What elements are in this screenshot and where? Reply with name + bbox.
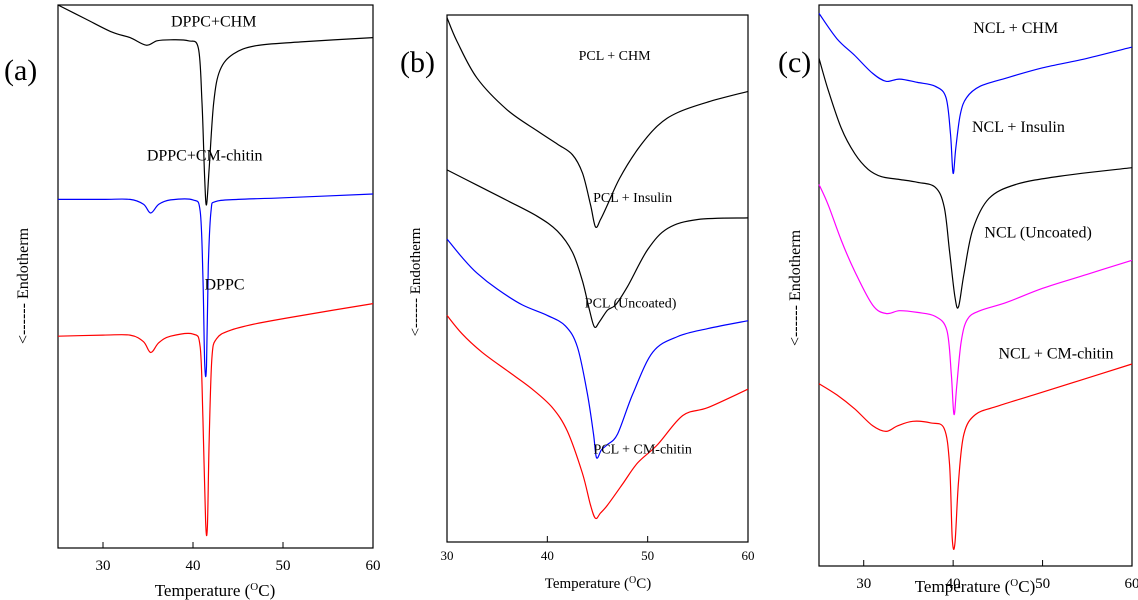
series-labels-b: PCL + CHM PCL + Insulin PCL (Uncoated) PCL … (579, 49, 692, 458)
y-axis-label-a: <------ Endotherm (15, 227, 32, 344)
trace-ncl-chm (818, 13, 1133, 174)
plot-frame-a (57, 4, 374, 549)
series-labels-c: NCL + CHM NCL + Insulin NCL (Uncoated) NCL … (972, 20, 1114, 362)
x-ticks-a: 30 40 50 60 (96, 542, 381, 574)
series-label-ncl-chm: NCL + CHM (973, 20, 1058, 37)
trace-ncl-insulin (818, 58, 1133, 309)
series-label-ncl-uncoated: NCL (Uncoated) (984, 224, 1091, 241)
series-label-dppc: DPPC (204, 277, 244, 294)
trace-ncl-cm-chitin (818, 363, 1133, 550)
x-tick-label: 60 (366, 558, 381, 574)
series-label-dppc-chm: DPPC+CHM (171, 14, 257, 31)
x-tick-label: 50 (1035, 576, 1050, 592)
series-label-pcl-chm: PCL + CHM (579, 49, 652, 64)
x-tick-label: 30 (856, 576, 871, 592)
panel-label-b: (b) (400, 46, 435, 79)
x-axis-label-b: Temperature (OC) (545, 575, 652, 593)
x-tick-label: 30 (96, 558, 111, 574)
traces-b (446, 17, 749, 520)
x-tick-label: 40 (946, 576, 961, 592)
x-tick-label: 60 (1125, 576, 1138, 592)
plot-frame-c (818, 4, 1133, 567)
series-label-pcl-uncoated: PCL (Uncoated) (585, 296, 677, 311)
trace-pcl-insulin (446, 169, 749, 329)
series-label-pcl-insulin: PCL + Insulin (593, 191, 672, 206)
panel-label-c: (c) (778, 46, 811, 79)
trace-pcl-uncoated (446, 238, 749, 459)
panel-c: 30 40 50 60 NCL + CHM NCL + Insulin NCL (Unco… (778, 4, 1138, 596)
x-tick-label: 50 (276, 558, 291, 574)
series-label-ncl-insulin: NCL + Insulin (972, 119, 1065, 136)
series-label-ncl-cm-chitin: NCL + CM-chitin (998, 345, 1113, 362)
series-label-dppc-cm-chitin: DPPC+CM-chitin (147, 147, 263, 164)
trace-dppc (57, 303, 374, 537)
x-tick-label: 60 (742, 548, 755, 563)
x-tick-label: 40 (541, 548, 554, 563)
panel-label-a: (a) (4, 54, 37, 87)
trace-ncl-uncoated (818, 184, 1133, 416)
x-ticks-b: 30 40 50 60 (441, 536, 755, 563)
traces-c (818, 13, 1133, 550)
panel-b: 30 40 50 60 PCL + CHM PCL + Insulin PCL (Unco… (400, 14, 755, 593)
x-tick-label: 40 (186, 558, 201, 574)
x-ticks-c: 30 40 50 60 (856, 560, 1138, 592)
x-axis-label-a: Temperature (OC) (155, 581, 276, 600)
trace-dppc-chm (57, 4, 374, 206)
traces-a (57, 4, 374, 537)
series-labels-a: DPPC+CHM DPPC+CM-chitin DPPC (147, 14, 263, 294)
plot-frame-b (446, 14, 749, 543)
trace-pcl-cm-chitin (446, 315, 749, 520)
x-tick-label: 30 (441, 548, 454, 563)
x-tick-label: 50 (641, 548, 654, 563)
x-axis-label-c: Temperature (OC) (915, 577, 1036, 596)
y-axis-label-b: <------ Endotherm (408, 227, 424, 336)
trace-pcl-chm (446, 17, 749, 229)
trace-dppc-cm-chitin (58, 193, 374, 378)
series-label-pcl-cm-chitin: PCL + CM-chitin (593, 442, 691, 457)
y-axis-label-c: <------ Endotherm (787, 229, 804, 346)
